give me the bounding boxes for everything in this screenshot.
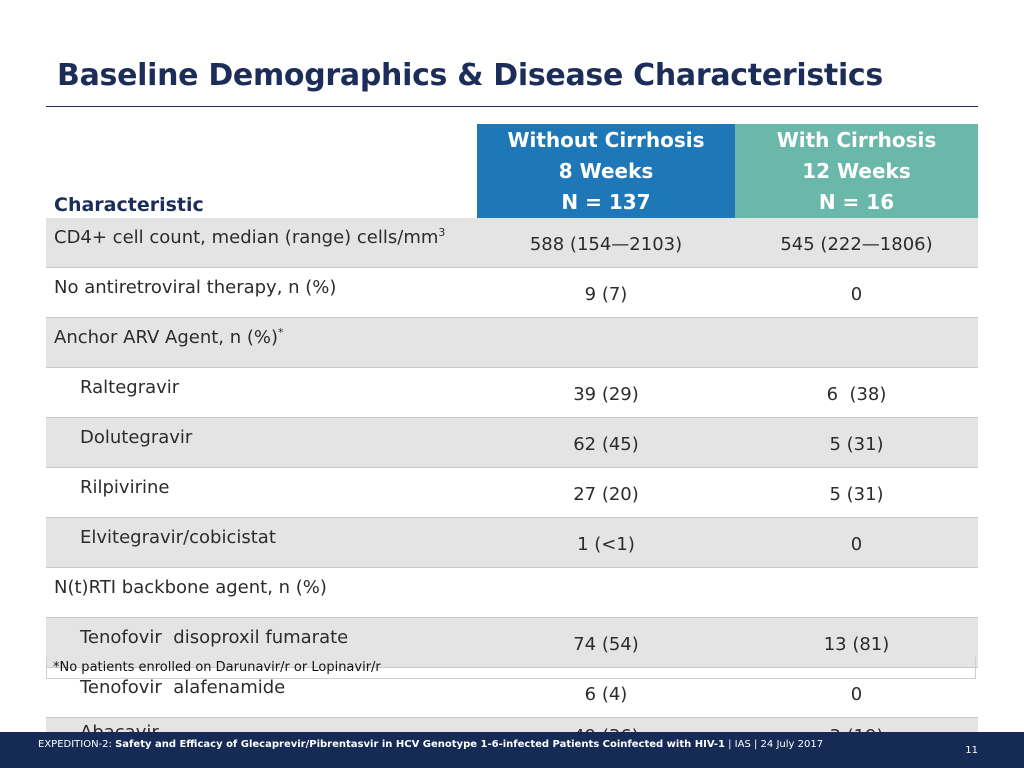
group-header-line: 12 Weeks [802, 158, 911, 183]
group-header-line: With Cirrhosis [776, 127, 937, 152]
slide-title: Baseline Demographics & Disease Characte… [57, 58, 883, 93]
table-row: CD4+ cell count, median (range) cells/mm… [46, 218, 978, 268]
footer-citation: EXPEDITION-2: Safety and Efficacy of Gle… [38, 739, 823, 750]
demographics-table: Characteristic Without Cirrhosis 8 Weeks… [46, 124, 978, 756]
table-row: Elvitegravir/cobicistat 1 (<1) 0 [46, 517, 978, 568]
table-row: Anchor ARV Agent, n (%)* [46, 317, 978, 368]
table-footnote: *No patients enrolled on Darunavir/r or … [46, 657, 976, 679]
value-without-cirrhosis: 39 (29) [477, 367, 735, 418]
value-with-cirrhosis: 0 [735, 667, 978, 718]
value-without-cirrhosis: 6 (4) [477, 667, 735, 718]
row-label-superscript: * [278, 326, 284, 339]
value-without-cirrhosis: 588 (154—2103) [477, 218, 735, 268]
group-header-line: Without Cirrhosis [507, 127, 705, 152]
row-label-superscript: 3 [438, 226, 446, 239]
table-row: N(t)RTI backbone agent, n (%) [46, 567, 978, 618]
value-without-cirrhosis: 74 (54) [477, 617, 735, 668]
row-label: CD4+ cell count, median (range) cells/mm… [46, 218, 477, 268]
table-row: Dolutegravir 62 (45) 5 (31) [46, 417, 978, 468]
characteristic-header: Characteristic [54, 194, 204, 216]
value-without-cirrhosis [477, 317, 735, 368]
value-with-cirrhosis: 0 [735, 517, 978, 568]
footer-suffix: | IAS | 24 July 2017 [724, 739, 824, 750]
footer-study-title: Safety and Efficacy of Glecaprevir/Pibre… [115, 739, 725, 750]
table-row: No antiretroviral therapy, n (%) 9 (7) 0 [46, 267, 978, 318]
group-header-line: N = 16 [818, 189, 895, 214]
table-row: Raltegravir 39 (29) 6 (38) [46, 367, 978, 418]
value-with-cirrhosis [735, 567, 978, 618]
group-header-line: N = 137 [561, 189, 651, 214]
value-without-cirrhosis [477, 567, 735, 618]
group-header-line: 8 Weeks [558, 158, 654, 183]
value-with-cirrhosis: 13 (81) [735, 617, 978, 668]
footer-bar: EXPEDITION-2: Safety and Efficacy of Gle… [0, 732, 1024, 768]
row-label: Rilpivirine [46, 467, 477, 518]
row-label-text: CD4+ cell count, median (range) cells/mm [54, 227, 439, 248]
group-header-without-cirrhosis: Without Cirrhosis 8 Weeks N = 137 [477, 124, 735, 218]
table-row: Tenofovir alafenamide 6 (4) 0 [46, 667, 978, 718]
value-with-cirrhosis: 5 (31) [735, 417, 978, 468]
row-label: N(t)RTI backbone agent, n (%) [46, 567, 477, 618]
value-with-cirrhosis: 6 (38) [735, 367, 978, 418]
row-label: Anchor ARV Agent, n (%)* [46, 317, 477, 368]
row-label: Tenofovir alafenamide [46, 667, 477, 718]
value-with-cirrhosis [735, 317, 978, 368]
value-with-cirrhosis: 0 [735, 267, 978, 318]
value-without-cirrhosis: 9 (7) [477, 267, 735, 318]
group-header-with-cirrhosis: With Cirrhosis 12 Weeks N = 16 [735, 124, 978, 218]
row-label: Dolutegravir [46, 417, 477, 468]
value-with-cirrhosis: 545 (222—1806) [735, 218, 978, 268]
title-divider [46, 106, 978, 107]
footer-prefix: EXPEDITION-2: [38, 739, 116, 750]
value-without-cirrhosis: 27 (20) [477, 467, 735, 518]
row-label-text: Anchor ARV Agent, n (%) [54, 327, 279, 348]
row-label: Raltegravir [46, 367, 477, 418]
page-number: 11 [965, 745, 978, 756]
value-without-cirrhosis: 62 (45) [477, 417, 735, 468]
table-row: Rilpivirine 27 (20) 5 (31) [46, 467, 978, 518]
row-label: Elvitegravir/cobicistat [46, 517, 477, 568]
table-row: Tenofovir disoproxil fumarate 74 (54) 13… [46, 617, 978, 668]
row-label: No antiretroviral therapy, n (%) [46, 267, 477, 318]
row-label: Tenofovir disoproxil fumarate [46, 617, 477, 668]
value-with-cirrhosis: 5 (31) [735, 467, 978, 518]
table-header-row: Characteristic Without Cirrhosis 8 Weeks… [46, 124, 978, 218]
value-without-cirrhosis: 1 (<1) [477, 517, 735, 568]
